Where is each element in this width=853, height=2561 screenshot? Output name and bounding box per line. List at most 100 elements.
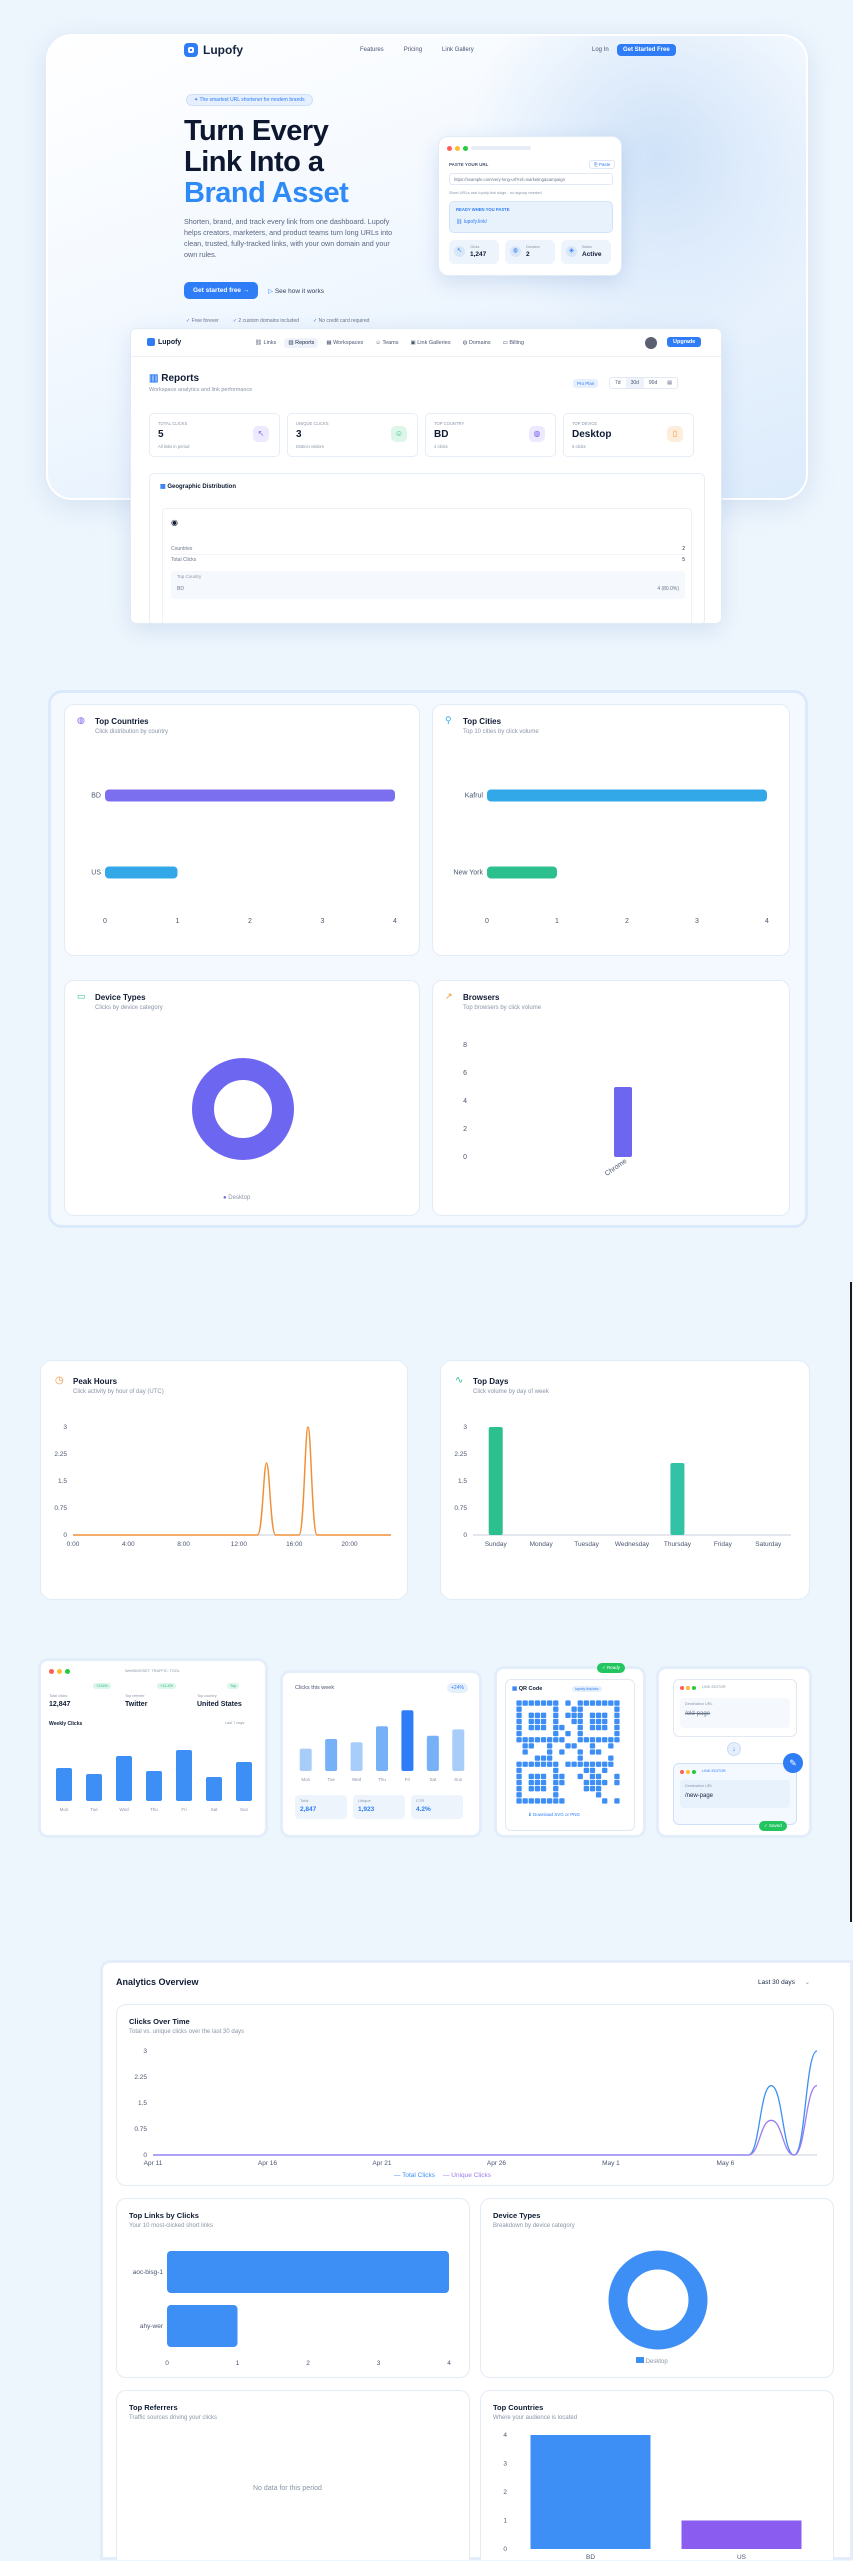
category-label: New York	[453, 870, 483, 877]
bar	[116, 1756, 132, 1801]
category-label: BD	[91, 793, 101, 800]
nav-link-features[interactable]: Features	[360, 47, 384, 53]
kpi-top-country: TOP COUNTRY BD 4 clicks ◍	[425, 413, 556, 457]
url-input[interactable]: https://example.com/very-long-url?ref=ma…	[449, 173, 613, 185]
nav-link-pricing[interactable]: Pricing	[403, 47, 423, 53]
weekly-clicks-chart: Mon Tue Wed Thu Fri Sat Sun	[56, 1750, 252, 1812]
qr-module	[571, 1761, 577, 1767]
users-icon: ☺	[391, 426, 407, 442]
tab-workspaces[interactable]: ▦ Workspaces	[326, 340, 364, 346]
date-range-select[interactable]: Last 30 days ⌄	[758, 1979, 811, 1986]
tick-label: Apr 11	[144, 2160, 163, 2167]
tick-label: 12:00	[231, 1541, 248, 1548]
category-label: Sun	[240, 1807, 249, 1812]
top-days-card: ∿ Top Days Click volume by day of week 0…	[440, 1360, 810, 1600]
bar	[325, 1739, 338, 1771]
bar	[487, 866, 557, 879]
calendar-icon[interactable]: ▤	[667, 380, 672, 386]
qr-module	[522, 1743, 528, 1749]
globe-icon: ◍	[462, 340, 469, 346]
card-title: Peak Hours	[73, 1377, 118, 1386]
get-started-button[interactable]: Get started free →	[184, 282, 259, 299]
qr-module	[534, 1798, 541, 1804]
qr-module	[534, 1761, 541, 1767]
nav-cta-button[interactable]: Get Started Free	[617, 44, 676, 56]
range-7d[interactable]: 7d	[615, 380, 621, 386]
qr-module	[516, 1712, 522, 1718]
category-label: Sun	[454, 1777, 463, 1782]
download-qr-link[interactable]: ⬇ Download SVG or PNG	[528, 1812, 581, 1817]
page-subtitle: Workspace analytics and link performance	[149, 387, 253, 393]
qr-module	[559, 1737, 565, 1743]
card-title: Browsers	[463, 993, 500, 1002]
overview-title: Analytics Overview	[116, 1977, 199, 1987]
browsers-chart: 0 2 4 6 8 Chrome	[463, 1042, 632, 1178]
range-90d[interactable]: 90d	[648, 380, 658, 386]
qr-module	[589, 1724, 596, 1731]
tick-label: 4	[393, 918, 397, 925]
qr-module	[608, 1737, 614, 1743]
tab-billing[interactable]: ▭ Billing	[502, 340, 525, 346]
category-label: US	[737, 2554, 747, 2561]
category-label: Thursday	[664, 1541, 692, 1548]
tick-label: 0	[143, 2152, 147, 2159]
tab-teams[interactable]: ☺ Teams	[375, 340, 399, 346]
bar	[426, 1735, 439, 1771]
map-icon: ▦	[160, 484, 168, 490]
brand-logo[interactable]: Lupofy	[184, 42, 243, 58]
device-types-card: ▭ Device Types Clicks by device category…	[64, 980, 420, 1216]
card-subtitle: Where your audience is located	[493, 2415, 578, 2421]
hero-title: Turn Every Link Into a Brand Asset	[184, 115, 349, 209]
kpi-unique-clicks: UNIQUE CLICKS 3 Distinct visitors ☺	[287, 413, 418, 457]
feature-card-analytics: WebSIMOSET, TRAFFIC, TOOL +234% +12.4% T…	[38, 1658, 268, 1838]
qr-module	[614, 1730, 620, 1737]
tab-domains[interactable]: ◍ Domains	[462, 340, 491, 346]
tick-label: 1	[236, 2360, 240, 2367]
top-cities-card: ⚲ Top Cities Top 10 cities by click volu…	[432, 704, 790, 956]
qr-module	[565, 1743, 571, 1749]
qr-icon: ▦	[512, 1686, 519, 1692]
tab-links[interactable]: ⛓ Links	[255, 340, 277, 346]
qr-module	[602, 1724, 608, 1731]
qr-module	[528, 1798, 534, 1804]
tick-label: Apr 21	[372, 2160, 392, 2167]
qr-module	[559, 1749, 565, 1755]
edit-icon[interactable]: ✎	[783, 1753, 803, 1773]
tick-label: 2	[248, 918, 252, 925]
bar	[167, 2251, 449, 2293]
category-label: Fri	[181, 1807, 186, 1812]
geo-row-countries: Countries 2	[171, 546, 685, 555]
tick-label: 3	[321, 918, 325, 925]
tab-reports[interactable]: ▥ Reports	[284, 338, 319, 348]
qr-module	[516, 1718, 522, 1725]
device-donut	[192, 1058, 294, 1160]
pulse-icon: ∿	[455, 1375, 464, 1386]
nav-link-gallery[interactable]: Link Gallery	[442, 47, 474, 53]
tick-label: 4:00	[122, 1541, 135, 1548]
qr-module	[577, 1773, 583, 1780]
login-link[interactable]: Log In	[592, 47, 609, 53]
tick-label: 4	[463, 1098, 467, 1105]
qr-module	[583, 1767, 590, 1774]
link-icon: ⛓	[255, 340, 264, 346]
tick-label: 3	[143, 2048, 147, 2055]
qr-module	[516, 1761, 522, 1767]
tick-label: 3	[503, 2461, 507, 2468]
app-logo[interactable]: Lupofy	[147, 338, 181, 346]
paste-button[interactable]: ⎘ Paste	[589, 160, 616, 169]
range-30d[interactable]: 30d	[625, 378, 644, 388]
upgrade-button[interactable]: Upgrade	[667, 337, 702, 347]
see-how-button[interactable]: ▷ See how it works	[268, 288, 324, 295]
qr-module	[565, 1712, 571, 1718]
qr-module	[540, 1761, 547, 1767]
qr-module	[516, 1700, 522, 1706]
category-label: Tue	[327, 1777, 335, 1782]
tab-link-galleries[interactable]: ▣ Link Galleries	[410, 340, 451, 346]
tick-label: 8	[463, 1042, 467, 1049]
qr-module	[595, 1712, 602, 1718]
feature-card-editor: LINK EDITOR Destination URL /old-page ↓ …	[656, 1666, 812, 1838]
grid-icon: ▦	[326, 340, 334, 346]
avatar[interactable]	[645, 337, 657, 349]
qr-module	[540, 1737, 547, 1743]
logo-icon	[184, 43, 198, 57]
